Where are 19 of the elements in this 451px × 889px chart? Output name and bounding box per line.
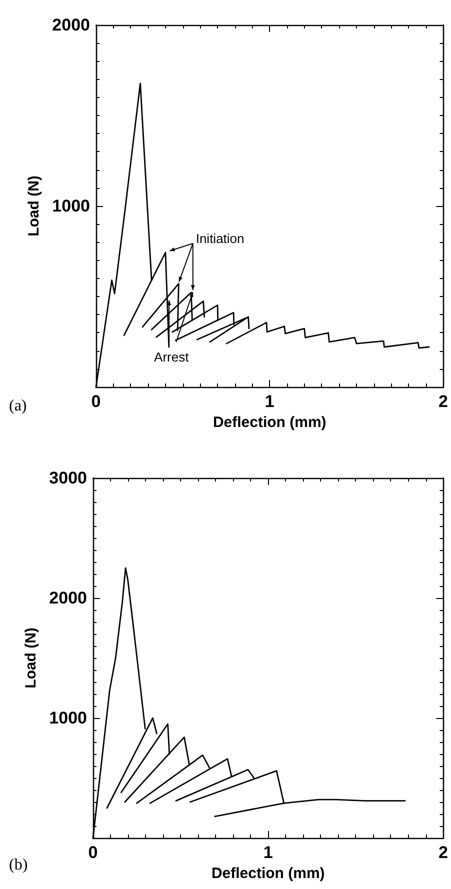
y-axis-title: Load (N) bbox=[25, 176, 42, 236]
x-axis-title: Deflection (mm) bbox=[212, 414, 326, 431]
annotation: Arrest bbox=[154, 349, 190, 364]
x-tick-label: 1 bbox=[263, 843, 273, 862]
y-tick-label: 2000 bbox=[52, 16, 90, 34]
y-tick-label: 1000 bbox=[49, 708, 87, 728]
x-tick-label: 0 bbox=[88, 843, 98, 862]
y-tick-label: 1000 bbox=[52, 196, 90, 216]
x-axis-title: Deflection (mm) bbox=[211, 865, 325, 882]
annotation: Initiation bbox=[196, 231, 244, 246]
y-tick-label: 2000 bbox=[49, 588, 87, 608]
x-tick-label: 0 bbox=[91, 392, 101, 411]
text: (a) bbox=[9, 398, 27, 414]
x-tick-label: 1 bbox=[264, 392, 274, 411]
x-tick-label: 2 bbox=[438, 843, 448, 862]
text: (b) bbox=[9, 856, 28, 874]
y-tick-label: 3000 bbox=[49, 468, 87, 488]
x-tick-label: 2 bbox=[438, 392, 448, 411]
y-axis-title: Load (N) bbox=[22, 628, 40, 688]
